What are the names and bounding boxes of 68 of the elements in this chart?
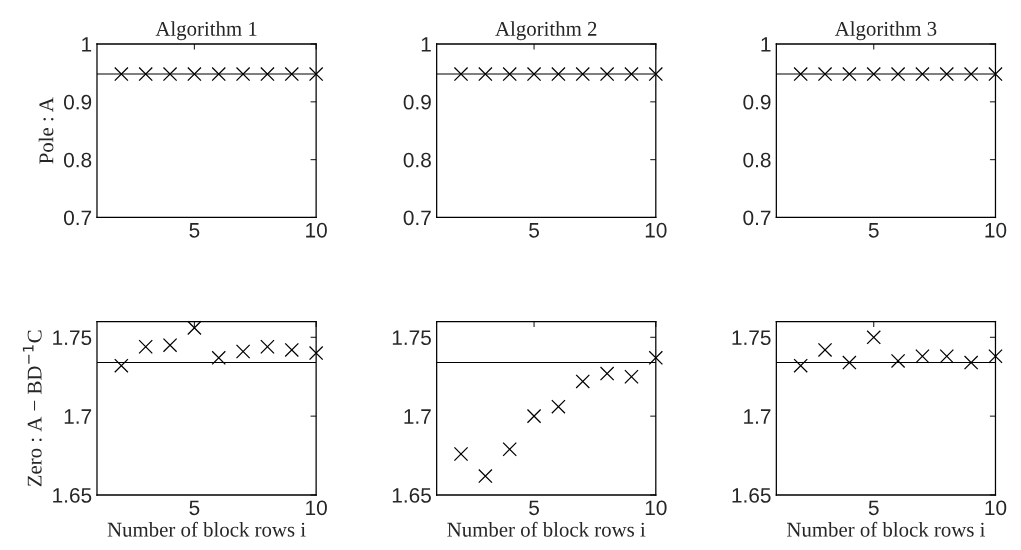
x-axis-title: Number of block rows i: [786, 521, 986, 537]
y-tick-label: 1.7: [404, 409, 431, 424]
point: [453, 446, 469, 462]
chart-title: Algorithm 2: [495, 21, 597, 41]
y-tick-label: 1.65: [53, 488, 92, 503]
point: [235, 344, 251, 359]
point: [890, 353, 906, 369]
point: [915, 349, 930, 364]
point: [260, 339, 275, 354]
x-tick-label: 5: [868, 500, 879, 516]
y-tick-label: 0.8: [63, 152, 92, 168]
y-tick-label: 0.8: [743, 152, 771, 168]
x-tick-label: 10: [985, 500, 1007, 516]
point: [551, 399, 566, 414]
point: [842, 355, 857, 370]
point: [162, 337, 178, 353]
y-tick-label: 1: [82, 37, 92, 52]
x-tick-label: 5: [529, 223, 539, 238]
point: [114, 358, 129, 373]
point: [817, 342, 833, 358]
point: [502, 442, 517, 457]
y-tick-label: 1.75: [392, 330, 431, 346]
y-tick-label: 0.8: [403, 152, 431, 168]
y-axis-title: Zero : A − BD$^{−1}$C: [22, 330, 42, 487]
point: [648, 350, 664, 366]
y-tick-label: 0.7: [743, 210, 771, 226]
x-tick-label: 5: [529, 500, 539, 516]
point: [866, 330, 881, 345]
chart-title: Algorithm 1: [155, 21, 257, 41]
y-tick-label: 1.7: [744, 409, 771, 424]
x-tick-label: 10: [306, 222, 327, 238]
point: [599, 366, 615, 381]
point: [138, 339, 153, 354]
point: [963, 355, 979, 370]
x-tick-label: 5: [868, 223, 879, 238]
y-tick-label: 1: [761, 37, 771, 52]
y-tick-label: 0.9: [403, 94, 431, 110]
y-tick-label: 0.9: [63, 94, 92, 110]
y-tick-label: 1.65: [732, 488, 771, 503]
y-axis-title: Pole : A: [38, 97, 54, 164]
chart-title: Algorithm 3: [834, 21, 937, 41]
x-tick-label: 10: [645, 222, 667, 238]
point: [939, 349, 954, 364]
y-tick-label: 1.7: [64, 409, 92, 424]
x-tick-label: 5: [189, 500, 200, 516]
y-tick-label: 0.9: [743, 94, 771, 110]
point: [211, 350, 226, 366]
y-tick-label: 1.75: [53, 330, 92, 346]
y-tick-label: 1.65: [392, 488, 431, 503]
point: [308, 345, 324, 361]
point: [575, 374, 590, 389]
x-tick-label: 10: [985, 222, 1007, 238]
y-tick-label: 0.7: [403, 210, 431, 226]
point: [988, 349, 1003, 364]
x-tick-label: 10: [645, 500, 667, 516]
x-tick-label: 10: [306, 500, 327, 516]
y-tick-label: 1.75: [732, 330, 771, 346]
point: [478, 468, 493, 484]
point: [624, 369, 639, 384]
point: [187, 320, 202, 336]
y-tick-label: 1: [421, 37, 431, 52]
x-axis-title: Number of block rows i: [447, 521, 646, 537]
x-tick-label: 5: [189, 223, 200, 238]
point: [284, 342, 300, 358]
point: [526, 408, 542, 424]
point: [793, 358, 808, 373]
y-tick-label: 0.7: [63, 210, 92, 226]
x-axis-title: Number of block rows i: [107, 521, 306, 537]
